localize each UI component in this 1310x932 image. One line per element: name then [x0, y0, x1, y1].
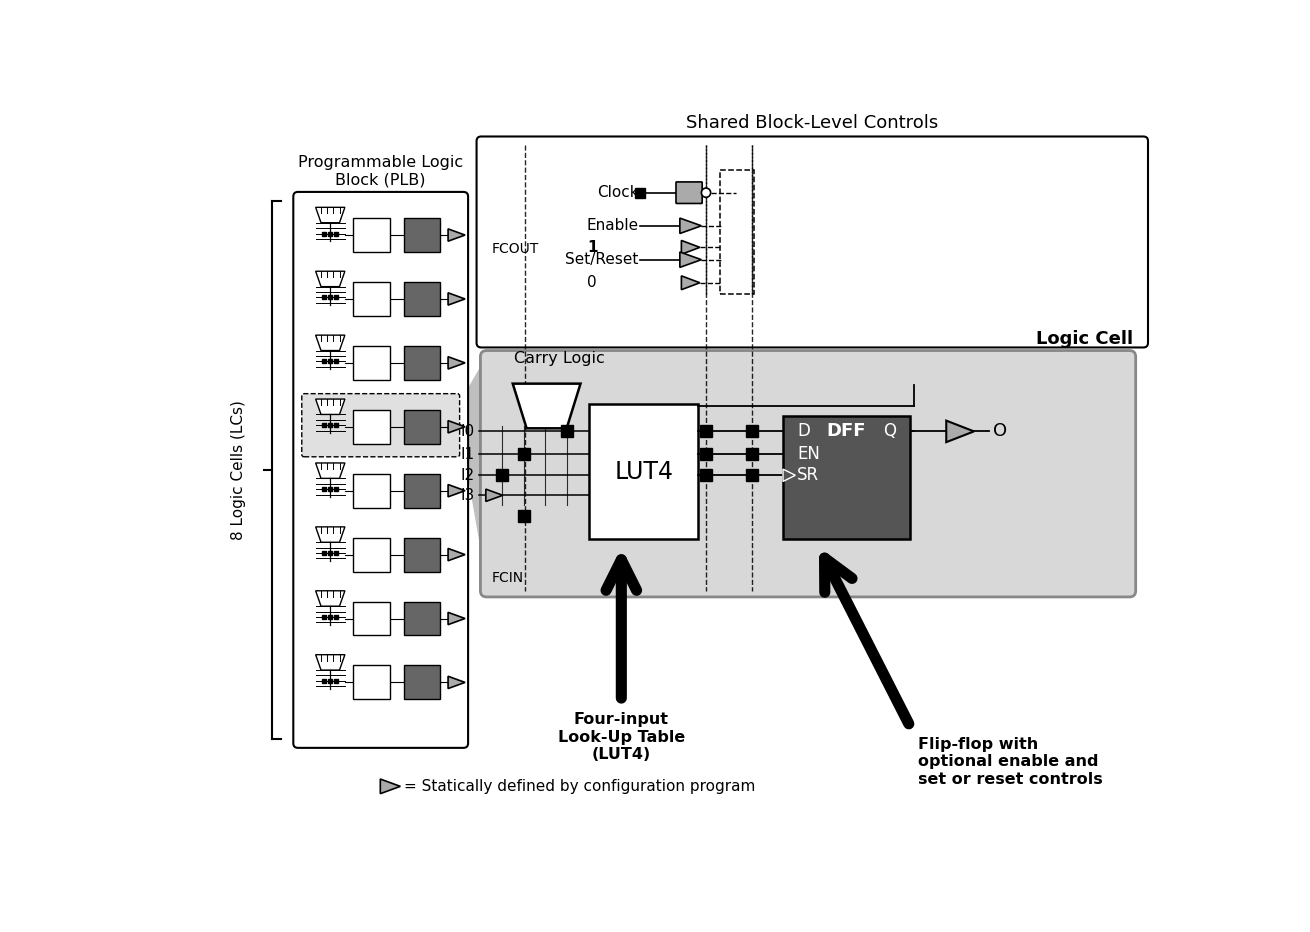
- FancyBboxPatch shape: [293, 192, 468, 747]
- Text: Logic Cell: Logic Cell: [1036, 330, 1133, 348]
- Text: I3: I3: [461, 487, 476, 502]
- Text: Enable: Enable: [586, 218, 638, 233]
- Bar: [354, 218, 390, 252]
- Polygon shape: [316, 399, 345, 415]
- Polygon shape: [448, 420, 465, 433]
- Text: I0: I0: [461, 424, 476, 439]
- Text: EN: EN: [796, 445, 820, 463]
- Polygon shape: [380, 779, 401, 794]
- Polygon shape: [512, 384, 580, 429]
- Bar: [405, 665, 440, 699]
- Text: Q: Q: [883, 422, 896, 441]
- Bar: [405, 346, 440, 380]
- Polygon shape: [448, 357, 465, 369]
- Text: 0: 0: [587, 275, 597, 290]
- FancyBboxPatch shape: [676, 182, 702, 203]
- Text: I2: I2: [461, 468, 476, 483]
- Text: Four-input
Look-Up Table
(LUT4): Four-input Look-Up Table (LUT4): [558, 712, 685, 762]
- Text: Set/Reset: Set/Reset: [565, 253, 638, 267]
- Text: = Statically defined by configuration program: = Statically defined by configuration pr…: [405, 779, 756, 794]
- Polygon shape: [316, 336, 345, 350]
- Bar: [590, 404, 698, 540]
- FancyBboxPatch shape: [481, 350, 1136, 596]
- FancyBboxPatch shape: [477, 136, 1148, 348]
- Polygon shape: [316, 654, 345, 670]
- Polygon shape: [681, 240, 700, 254]
- Text: 8 Logic Cells (LCs): 8 Logic Cells (LCs): [231, 400, 246, 540]
- Bar: [354, 410, 390, 444]
- Polygon shape: [448, 612, 465, 624]
- Bar: [354, 601, 390, 636]
- Text: I1: I1: [461, 447, 476, 462]
- Circle shape: [701, 188, 710, 198]
- Bar: [354, 665, 390, 699]
- Bar: [405, 410, 440, 444]
- Polygon shape: [681, 276, 700, 290]
- Bar: [405, 218, 440, 252]
- Polygon shape: [946, 420, 975, 442]
- Polygon shape: [448, 293, 465, 305]
- Polygon shape: [316, 527, 345, 542]
- FancyBboxPatch shape: [301, 393, 460, 457]
- Polygon shape: [486, 489, 503, 501]
- Bar: [783, 416, 910, 540]
- Text: O: O: [993, 422, 1007, 441]
- Bar: [405, 473, 440, 508]
- Polygon shape: [464, 354, 487, 588]
- Bar: [354, 473, 390, 508]
- Polygon shape: [783, 469, 795, 482]
- Text: Clock: Clock: [596, 185, 638, 200]
- Polygon shape: [316, 463, 345, 478]
- Text: DFF: DFF: [827, 422, 866, 441]
- Text: 1: 1: [587, 240, 597, 254]
- Bar: [354, 346, 390, 380]
- Polygon shape: [680, 252, 701, 267]
- Polygon shape: [316, 271, 345, 287]
- Bar: [354, 282, 390, 316]
- Text: LUT4: LUT4: [614, 459, 673, 484]
- Text: FCOUT: FCOUT: [493, 242, 540, 256]
- Bar: [405, 538, 440, 571]
- Bar: [354, 538, 390, 571]
- Polygon shape: [316, 207, 345, 223]
- Text: Carry Logic: Carry Logic: [514, 351, 604, 366]
- Polygon shape: [448, 548, 465, 561]
- Text: D: D: [796, 422, 810, 441]
- Polygon shape: [316, 591, 345, 606]
- Bar: [721, 170, 753, 295]
- Text: FCIN: FCIN: [493, 570, 524, 584]
- Text: Programmable Logic
Block (PLB): Programmable Logic Block (PLB): [299, 155, 464, 187]
- Text: Flip-flop with
optional enable and
set or reset controls: Flip-flop with optional enable and set o…: [918, 737, 1103, 787]
- Text: Shared Block-Level Controls: Shared Block-Level Controls: [686, 114, 938, 131]
- Polygon shape: [448, 229, 465, 241]
- Bar: [405, 601, 440, 636]
- Bar: [405, 282, 440, 316]
- Polygon shape: [448, 485, 465, 497]
- Polygon shape: [680, 218, 701, 234]
- Text: SR: SR: [796, 466, 819, 485]
- Polygon shape: [448, 677, 465, 689]
